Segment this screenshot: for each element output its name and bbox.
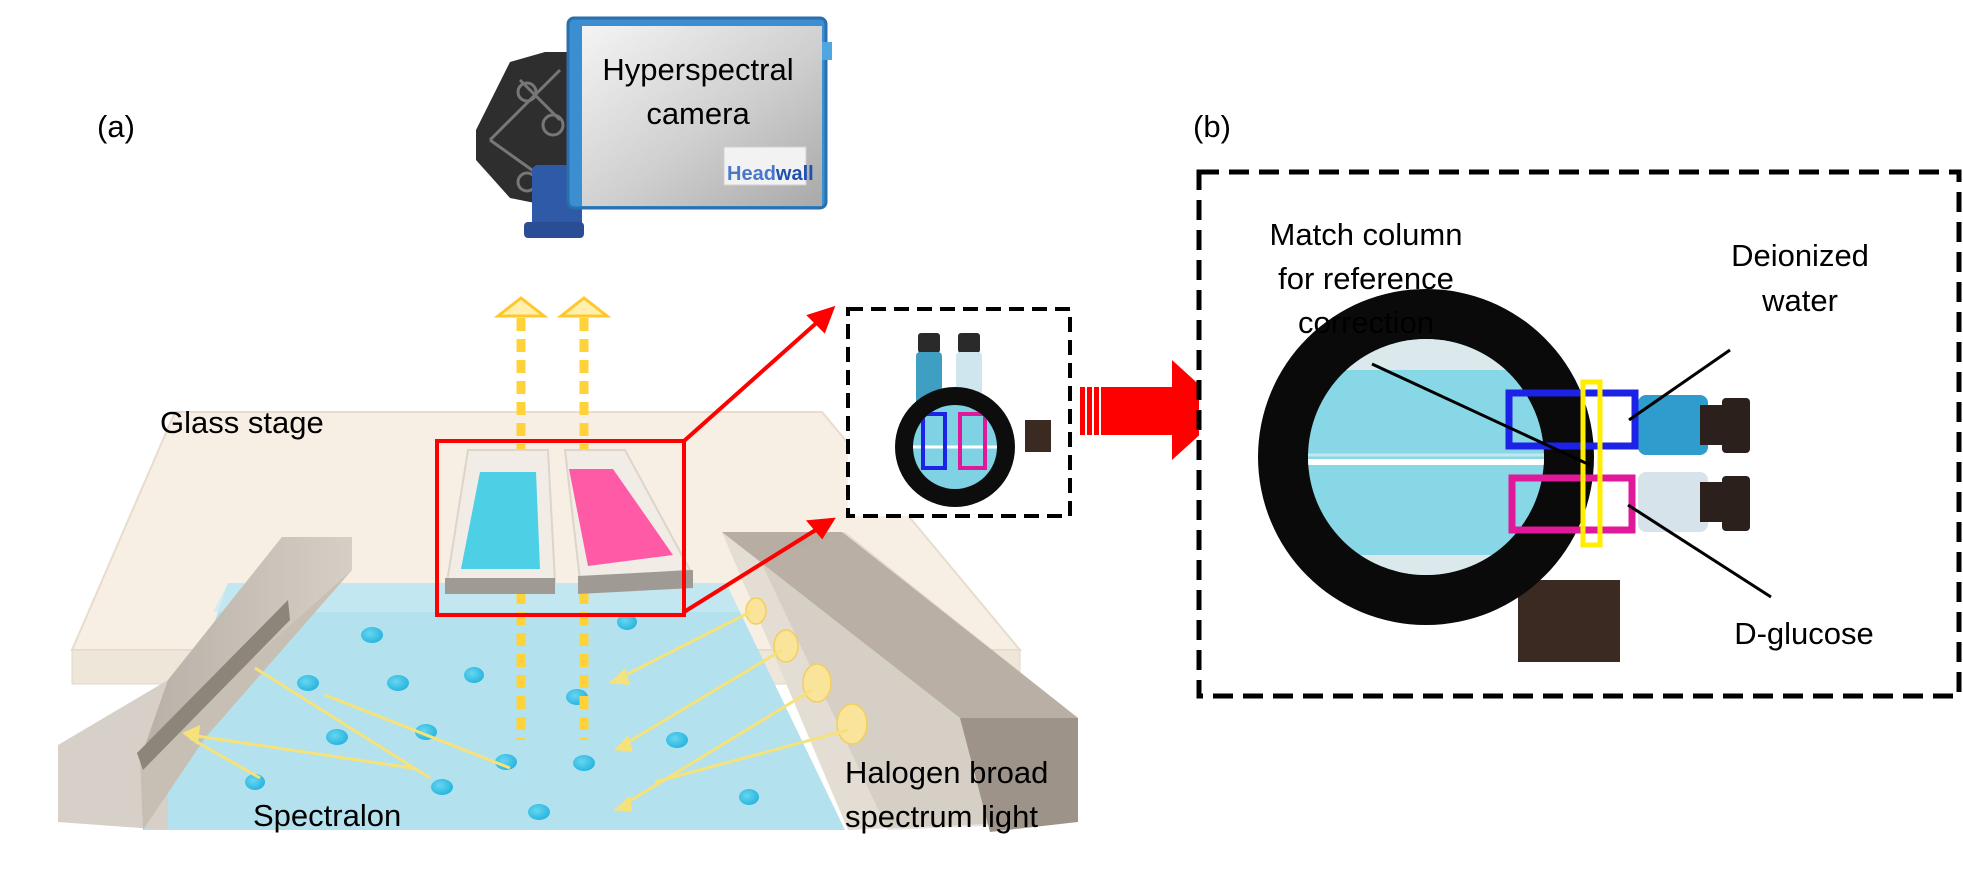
match-column-box — [1580, 379, 1603, 548]
zoom-callout-lines — [682, 305, 836, 614]
camera-label-line1: Hyperspectral — [602, 52, 793, 87]
glucose-roi-box — [1508, 474, 1636, 534]
right-lamp-housing — [722, 532, 1078, 832]
light-ray-arrowheads — [182, 668, 633, 812]
glass-stage-label: Glass stage — [160, 405, 324, 440]
camera-label-line2: camera — [646, 96, 750, 131]
spectralon-droplets — [245, 614, 759, 820]
panel-a-label: (a) — [97, 109, 135, 144]
match-column-label-line3: correction — [1298, 305, 1434, 340]
arrow-right-icon — [1080, 360, 1227, 460]
panel-b-label: (b) — [1193, 109, 1231, 144]
light-rays — [189, 610, 849, 812]
bulb-icon — [745, 597, 868, 745]
leader-lines — [1371, 348, 1772, 599]
spectralon-label: Spectralon — [253, 798, 401, 833]
water-roi-box — [1505, 389, 1639, 450]
arrow-up-icon — [493, 296, 612, 318]
match-column-label-line2: for reference — [1278, 261, 1454, 296]
match-column-label-line1: Match column — [1270, 217, 1463, 252]
d-glucose-label: D-glucose — [1734, 616, 1874, 651]
deionized-water-label-line2: water — [1761, 283, 1838, 318]
cuvette-glucose — [563, 449, 693, 594]
arrow-stripes — [1085, 387, 1101, 435]
sample-inset-image — [895, 333, 1051, 507]
cuvette-water — [445, 449, 557, 594]
camera-brand: Headwall — [727, 163, 814, 185]
halogen-label-line2: spectrum light — [845, 799, 1038, 834]
deionized-water-label-line1: Deionized — [1731, 238, 1869, 273]
left-lamp-housing — [58, 537, 352, 830]
sample-highlight-box — [435, 439, 686, 617]
halogen-label-line1: Halogen broad — [845, 755, 1048, 790]
camera-icon: Headwall — [476, 16, 832, 238]
zoom-inset-image — [1258, 289, 1750, 662]
